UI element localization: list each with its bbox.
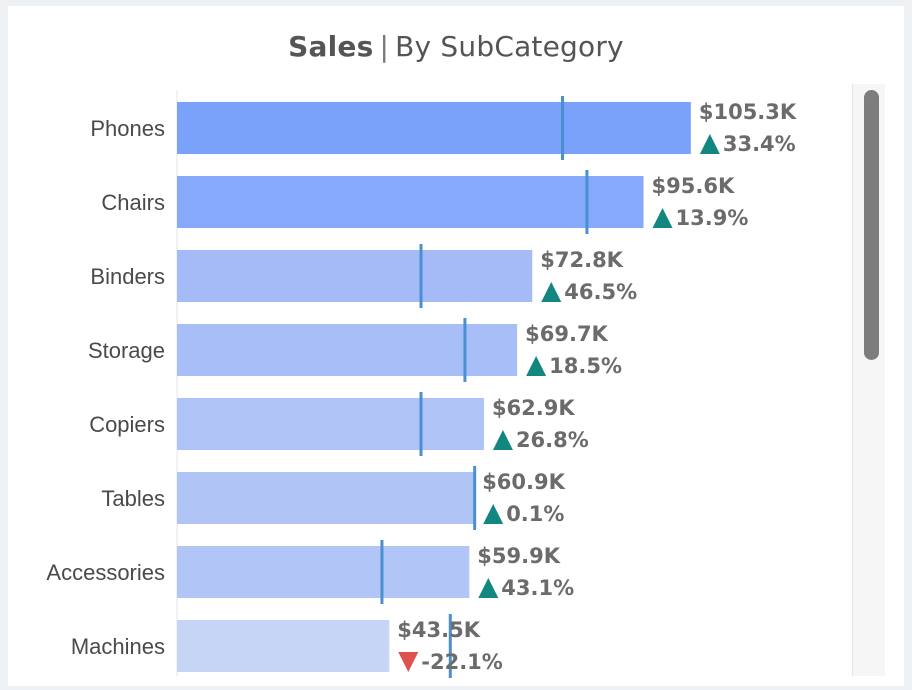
up-triangle-icon — [541, 282, 562, 302]
up-triangle-icon — [526, 356, 547, 376]
bar[interactable] — [177, 324, 518, 376]
up-triangle-icon — [483, 504, 504, 524]
value-label: $105.3K — [699, 100, 797, 124]
value-label: $69.7K — [525, 322, 608, 346]
value-label: $95.6K — [652, 174, 735, 198]
change-label: 0.1% — [506, 502, 564, 526]
change-label: 33.4% — [723, 132, 796, 156]
bar[interactable] — [177, 620, 390, 672]
value-label: $62.9K — [492, 396, 575, 420]
category-label: Phones — [90, 116, 165, 141]
change-label: 18.5% — [549, 354, 622, 378]
value-label: $72.8K — [540, 248, 623, 272]
bar[interactable] — [177, 250, 533, 302]
change-label: 26.8% — [516, 428, 589, 452]
value-label: $59.9K — [477, 544, 560, 568]
change-label: 43.1% — [501, 576, 574, 600]
bar[interactable] — [177, 102, 691, 154]
title-sub: By SubCategory — [395, 30, 624, 63]
bar[interactable] — [177, 546, 470, 598]
value-label: $60.9K — [482, 470, 565, 494]
category-label: Chairs — [101, 190, 165, 215]
bar[interactable] — [177, 472, 475, 524]
change-label: -22.1% — [421, 650, 503, 674]
value-label: $43.5K — [397, 618, 480, 642]
title-separator: | — [379, 30, 390, 63]
down-triangle-icon — [398, 652, 419, 672]
category-label: Binders — [90, 264, 165, 289]
title-main: Sales — [288, 30, 374, 63]
scrollbar-thumb[interactable] — [864, 90, 879, 360]
bar[interactable] — [177, 398, 484, 450]
up-triangle-icon — [652, 208, 673, 228]
change-label: 46.5% — [564, 280, 637, 304]
up-triangle-icon — [492, 430, 513, 450]
category-label: Accessories — [46, 560, 165, 585]
category-label: Copiers — [89, 412, 165, 437]
up-triangle-icon — [699, 134, 720, 154]
up-triangle-icon — [478, 578, 499, 598]
category-label: Tables — [101, 486, 165, 511]
category-label: Storage — [88, 338, 165, 363]
bar[interactable] — [177, 176, 644, 228]
chart-title: Sales | By SubCategory — [8, 30, 904, 63]
change-label: 13.9% — [676, 206, 749, 230]
category-label: Machines — [71, 634, 165, 659]
